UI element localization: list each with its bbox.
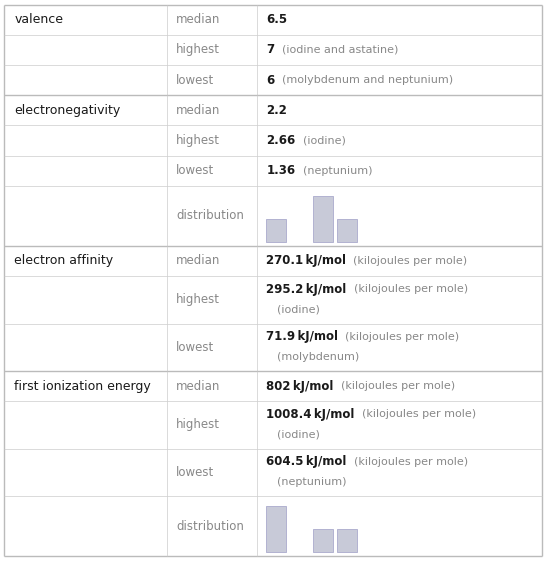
Text: 7: 7 [266,43,275,57]
Text: (kilojoules per mole): (kilojoules per mole) [339,332,460,342]
Text: 2.2: 2.2 [266,104,287,117]
Text: (neptunium): (neptunium) [295,166,372,176]
Text: median: median [176,104,221,117]
Text: lowest: lowest [176,466,215,479]
Text: (kilojoules per mole): (kilojoules per mole) [334,381,455,391]
Text: highest: highest [176,134,221,147]
Text: median: median [176,255,221,268]
Text: distribution: distribution [176,209,244,223]
Text: (molybdenum and neptunium): (molybdenum and neptunium) [275,75,453,85]
Bar [266,219,286,241]
Text: first ionization energy: first ionization energy [14,380,151,392]
Bar [313,196,333,241]
Text: 802 kJ/mol: 802 kJ/mol [266,380,334,392]
Text: 71.9 kJ/mol: 71.9 kJ/mol [266,330,339,343]
Text: lowest: lowest [176,74,215,86]
Text: lowest: lowest [176,341,215,353]
Text: 6.5: 6.5 [266,13,288,26]
Bar [266,506,286,552]
Text: 2.66: 2.66 [266,134,296,147]
Text: (iodine): (iodine) [296,136,346,145]
Text: (iodine and astatine): (iodine and astatine) [275,45,398,55]
Text: electronegativity: electronegativity [14,104,121,117]
Text: electron affinity: electron affinity [14,255,114,268]
Text: 295.2 kJ/mol: 295.2 kJ/mol [266,283,347,296]
Text: distribution: distribution [176,520,244,533]
Text: median: median [176,380,221,392]
Text: 270.1 kJ/mol: 270.1 kJ/mol [266,255,347,268]
Bar [337,529,357,552]
Text: 6: 6 [266,74,275,86]
Text: (kilojoules per mole): (kilojoules per mole) [347,256,467,266]
Text: (kilojoules per mole): (kilojoules per mole) [347,457,468,467]
Bar [313,529,333,552]
Bar [337,219,357,241]
Text: 604.5 kJ/mol: 604.5 kJ/mol [266,455,347,468]
Text: median: median [176,13,221,26]
Text: 1.36: 1.36 [266,164,295,177]
Text: highest: highest [176,419,221,431]
Text: (neptunium): (neptunium) [277,477,347,487]
Text: (kilojoules per mole): (kilojoules per mole) [347,284,468,295]
Text: valence: valence [14,13,63,26]
Text: (iodine): (iodine) [277,304,321,314]
Text: (kilojoules per mole): (kilojoules per mole) [355,410,476,419]
Text: (iodine): (iodine) [277,430,321,439]
Text: lowest: lowest [176,164,215,177]
Text: 1008.4 kJ/mol: 1008.4 kJ/mol [266,408,355,421]
Text: highest: highest [176,293,221,306]
Text: highest: highest [176,43,221,57]
Text: (molybdenum): (molybdenum) [277,352,360,362]
